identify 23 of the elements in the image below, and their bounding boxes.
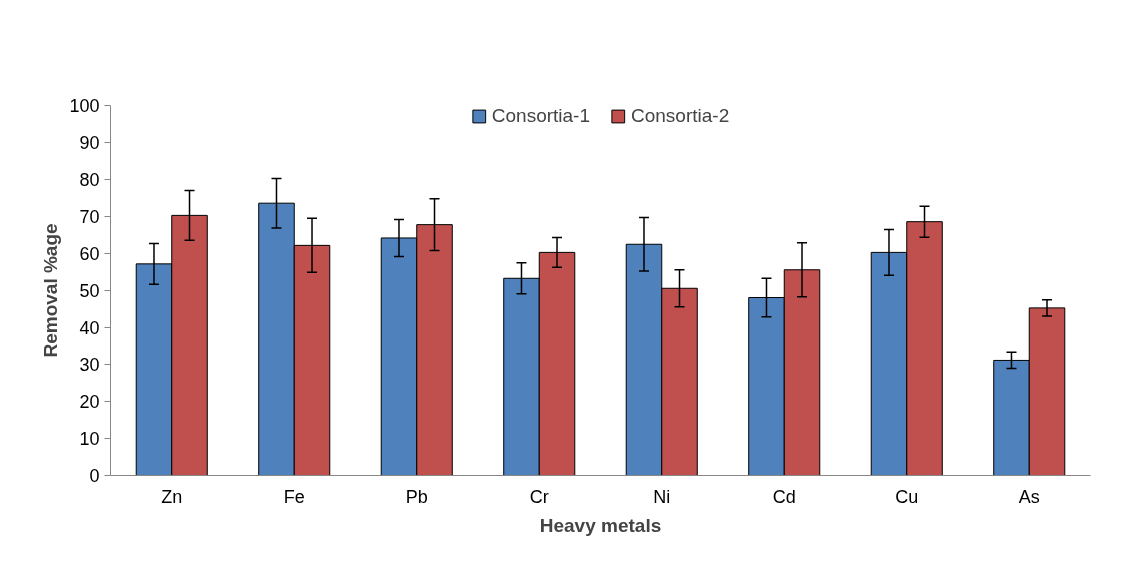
y-tick-label: 10 [79,429,100,449]
x-axis-title: Heavy metals [539,514,662,536]
y-tick-label: 70 [79,207,100,227]
x-tick-label: Pb [405,486,428,507]
y-tick-label: 100 [69,96,100,116]
y-axis-title: Removal %age [40,223,62,358]
y-tick-label: 80 [79,170,100,190]
y-tick-label: 30 [79,355,100,375]
x-tick-label: Cu [895,486,919,507]
x-tick-label: Fe [283,486,305,507]
y-tick-label: 20 [79,392,100,412]
legend-label: Consortia-1 [491,105,590,127]
y-tick-label: 40 [79,318,100,338]
x-tick-label: As [1018,486,1040,507]
x-tick-label: Cd [772,486,796,507]
legend-label: Consortia-2 [631,105,730,127]
x-tick-label: Zn [161,486,183,507]
x-tick-label: Cr [529,486,549,507]
x-tick-label: Ni [653,486,671,507]
y-tick-label: 0 [89,466,100,486]
y-tick-label: 60 [79,244,100,264]
y-tick-label: 50 [79,281,100,301]
y-tick-label: 90 [79,133,100,153]
